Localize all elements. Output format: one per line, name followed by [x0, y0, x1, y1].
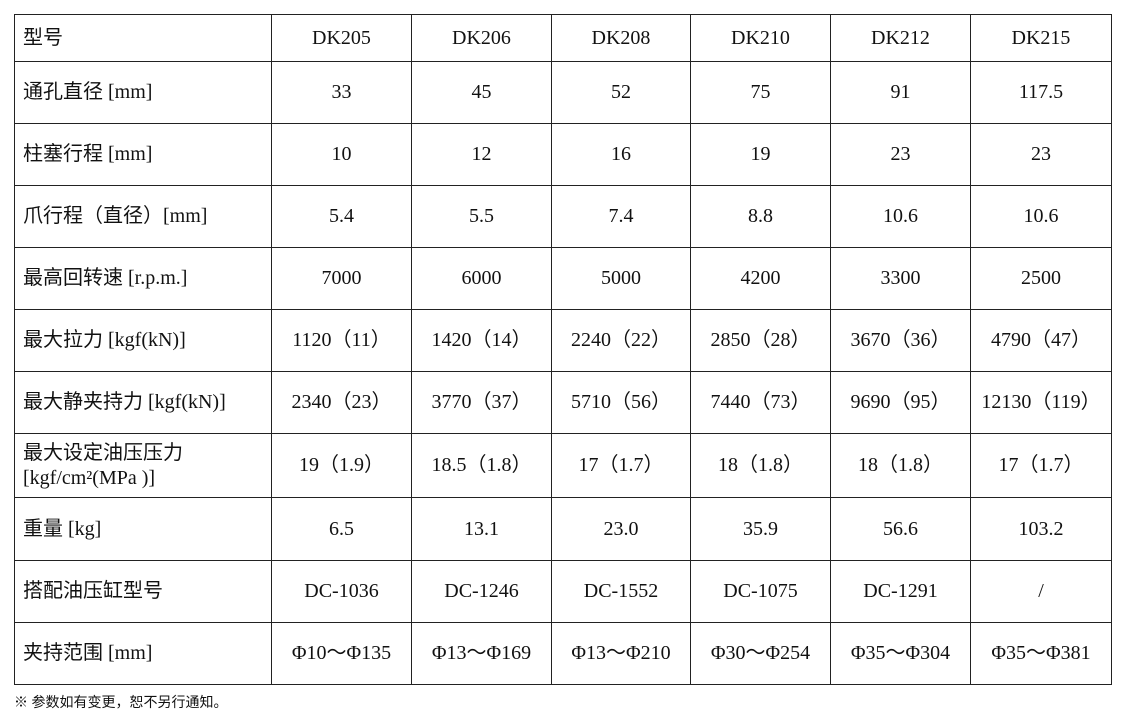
cell: 3300: [830, 247, 971, 310]
cell: 5000: [551, 247, 691, 310]
cell: 75: [690, 61, 831, 124]
cell: Φ35～Φ381: [970, 622, 1112, 685]
data-row: 最大静夹持力 [kgf(kN)] 2340（23） 3770（37） 5710（56）…: [14, 371, 1112, 434]
data-row: 通孔直径 [mm] 33 45 52 75 91 117.5: [14, 61, 1112, 124]
data-row: 搭配油压缸型号 DC-1036 DC-1246 DC-1552 DC-1075 DC-12…: [14, 560, 1112, 623]
header-row: 型号 DK205 DK206 DK208 DK210 DK212 DK215: [14, 14, 1112, 62]
cell: DK210: [690, 14, 831, 62]
cell: Φ10～Φ135: [271, 622, 412, 685]
row-label: 通孔直径 [mm]: [14, 61, 272, 124]
row-label: 最大拉力 [kgf(kN)]: [14, 309, 272, 372]
cell: 5.4: [271, 185, 412, 248]
cell: 2240（22）: [551, 309, 691, 372]
cell: 10.6: [830, 185, 971, 248]
cell: 35.9: [690, 497, 831, 561]
data-row: 柱塞行程 [mm] 10 12 16 19 23 23: [14, 123, 1112, 186]
cell: 23: [970, 123, 1112, 186]
cell: 45: [411, 61, 552, 124]
row-label: 搭配油压缸型号: [14, 560, 272, 623]
cell: DC-1036: [271, 560, 412, 623]
cell: 7.4: [551, 185, 691, 248]
cell: 13.1: [411, 497, 552, 561]
cell: 2500: [970, 247, 1112, 310]
cell: 56.6: [830, 497, 971, 561]
table-body: 型号 DK205 DK206 DK208 DK210 DK212 DK215 通孔直径 [mm…: [14, 14, 1112, 685]
cell: DK212: [830, 14, 971, 62]
cell: 6000: [411, 247, 552, 310]
data-row: 最大设定油压压力 [kgf/cm²(MPa )] 19（1.9） 18.5（1.8）…: [14, 433, 1112, 498]
cell: 2340（23）: [271, 371, 412, 434]
cell: DC-1075: [690, 560, 831, 623]
cell: 17（1.7）: [551, 433, 691, 498]
cell: 9690（95）: [830, 371, 971, 434]
cell: Φ13～Φ210: [551, 622, 691, 685]
cell: 10: [271, 123, 412, 186]
cell: 19（1.9）: [271, 433, 412, 498]
cell: DK206: [411, 14, 552, 62]
cell: DC-1246: [411, 560, 552, 623]
spec-table: 型号 DK205 DK206 DK208 DK210 DK212 DK215 通孔直径 [mm…: [14, 14, 1112, 685]
cell: 10.6: [970, 185, 1112, 248]
cell: /: [970, 560, 1112, 623]
cell: 4790（47）: [970, 309, 1112, 372]
cell: 1420（14）: [411, 309, 552, 372]
cell: Φ35～Φ304: [830, 622, 971, 685]
cell: 19: [690, 123, 831, 186]
cell: 18（1.8）: [830, 433, 971, 498]
data-row: 爪行程（直径）[mm] 5.4 5.5 7.4 8.8 10.6 10.6: [14, 185, 1112, 248]
cell: 12130（119）: [970, 371, 1112, 434]
cell: 18（1.8）: [690, 433, 831, 498]
row-label: 爪行程（直径）[mm]: [14, 185, 272, 248]
cell: 12: [411, 123, 552, 186]
data-row: 最大拉力 [kgf(kN)] 1120（11） 1420（14） 2240（22） 28…: [14, 309, 1112, 372]
cell: Φ13～Φ169: [411, 622, 552, 685]
cell: 5710（56）: [551, 371, 691, 434]
cell: 6.5: [271, 497, 412, 561]
footnote: ※ 参数如有变更，恕不另行通知。: [14, 696, 228, 711]
data-row: 最高回转速 [r.p.m.] 7000 6000 5000 4200 3300 2500: [14, 247, 1112, 310]
cell: 23.0: [551, 497, 691, 561]
row-label: 最高回转速 [r.p.m.]: [14, 247, 272, 310]
cell: 18.5（1.8）: [411, 433, 552, 498]
cell: 16: [551, 123, 691, 186]
cell: DC-1552: [551, 560, 691, 623]
cell: DK205: [271, 14, 412, 62]
cell: 3770（37）: [411, 371, 552, 434]
cell: Φ30～Φ254: [690, 622, 831, 685]
cell: 91: [830, 61, 971, 124]
cell: 2850（28）: [690, 309, 831, 372]
cell: 3670（36）: [830, 309, 971, 372]
cell: 5.5: [411, 185, 552, 248]
cell: 103.2: [970, 497, 1112, 561]
cell: 17（1.7）: [970, 433, 1112, 498]
cell: 1120（11）: [271, 309, 412, 372]
cell: 52: [551, 61, 691, 124]
cell: DK208: [551, 14, 691, 62]
row-label: 柱塞行程 [mm]: [14, 123, 272, 186]
cell: 33: [271, 61, 412, 124]
row-label: 重量 [kg]: [14, 497, 272, 561]
row-label: 型号: [14, 14, 272, 62]
cell: 23: [830, 123, 971, 186]
cell: 7440（73）: [690, 371, 831, 434]
cell: DK215: [970, 14, 1112, 62]
cell: 4200: [690, 247, 831, 310]
cell: 7000: [271, 247, 412, 310]
cell: 117.5: [970, 61, 1112, 124]
cell: DC-1291: [830, 560, 971, 623]
row-label: 最大设定油压压力 [kgf/cm²(MPa )]: [14, 433, 272, 498]
row-label: 夹持范围 [mm]: [14, 622, 272, 685]
data-row: 夹持范围 [mm] Φ10～Φ135 Φ13～Φ169 Φ13～Φ210 Φ30～Φ25…: [14, 622, 1112, 685]
data-row: 重量 [kg] 6.5 13.1 23.0 35.9 56.6 103.2: [14, 497, 1112, 561]
row-label: 最大静夹持力 [kgf(kN)]: [14, 371, 272, 434]
cell: 8.8: [690, 185, 831, 248]
